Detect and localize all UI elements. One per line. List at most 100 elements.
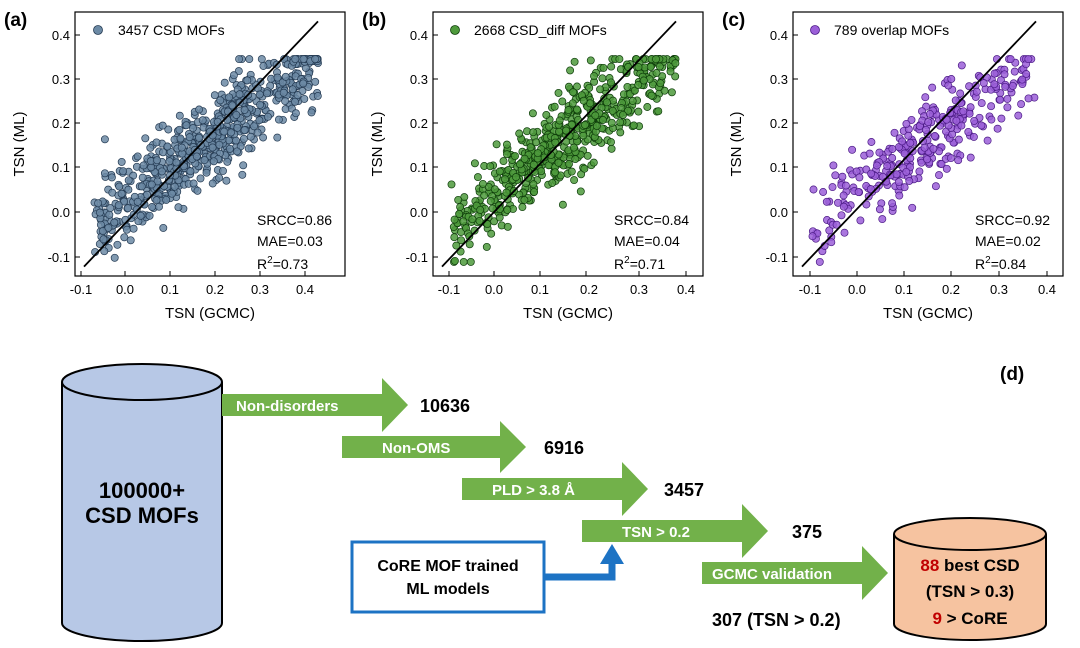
core-model-box: CoRE MOF trained ML models	[350, 540, 546, 614]
scatter-point	[1022, 70, 1031, 78]
scatter-point	[229, 71, 238, 80]
x-tick-label-c-0: -0.1	[799, 282, 821, 297]
scatter-point	[906, 139, 915, 147]
scatter-point	[175, 125, 184, 134]
scatter-point	[827, 238, 836, 247]
scatter-point	[233, 147, 241, 156]
step-arrow-3-shape	[462, 462, 648, 516]
identity-line-b	[441, 20, 677, 268]
scatter-point	[866, 185, 875, 194]
legend-marker-b	[450, 25, 460, 35]
scatter-point	[162, 195, 171, 204]
scatter-point	[470, 159, 479, 168]
scatter-point	[1006, 55, 1015, 64]
y-tick-labels-b: -0.1 0.0 0.1 0.2 0.3 0.4	[406, 28, 428, 265]
scatter-point	[520, 196, 529, 204]
scatter-point	[558, 200, 567, 209]
legend-text-a: 3457 CSD MOFs	[118, 22, 225, 38]
scatter-point	[667, 88, 676, 97]
scatter-point	[822, 197, 831, 206]
step-arrow-1: Non-disorders 10636	[222, 378, 470, 432]
r2-c: R2=0.84	[975, 255, 1026, 272]
scatter-point	[839, 202, 848, 211]
x-tick-label-a-5: 0.4	[296, 282, 314, 297]
y-tick-label-b-0: -0.1	[406, 250, 428, 265]
scatter-point	[571, 155, 580, 164]
result-cylinder-top	[893, 517, 1047, 551]
scatter-point	[447, 180, 456, 189]
scatter-point	[459, 257, 468, 266]
x-tick-labels-b: -0.1 0.0 0.1 0.2 0.3 0.4	[438, 282, 695, 297]
x-tick-label-a-4: 0.3	[251, 282, 269, 297]
scatter-point	[815, 257, 824, 266]
scatter-point	[586, 56, 595, 65]
scatter-point	[163, 142, 172, 151]
y-axis-label-c: TSN (ML)	[728, 112, 745, 177]
scatter-point	[120, 233, 129, 242]
scatter-point	[239, 161, 248, 170]
identity-line-c	[801, 20, 1037, 268]
scatter-point	[579, 131, 588, 140]
scatter-point	[529, 180, 538, 189]
scatter-point	[120, 197, 129, 206]
scatter-point	[450, 215, 459, 224]
step-arrow-3: PLD > 3.8 Å 3457	[462, 462, 704, 516]
y-tick-label-b-5: 0.4	[410, 28, 428, 43]
scatter-point	[470, 226, 479, 235]
scatter-point	[947, 75, 956, 83]
scatter-point	[573, 82, 581, 91]
scatter-point	[564, 106, 573, 115]
scatter-point	[946, 154, 955, 163]
scatter-point	[883, 162, 892, 170]
scatter-point	[138, 173, 147, 182]
scatter-point	[288, 85, 297, 94]
scatter-point	[654, 107, 663, 116]
ticks-b	[433, 34, 687, 276]
scatter-point	[480, 191, 489, 200]
y-tick-labels-c: -0.1 0.0 0.1 0.2 0.3 0.4	[766, 28, 788, 265]
scatter-point	[928, 83, 937, 92]
scatter-point	[299, 55, 308, 64]
scatter-point	[585, 83, 594, 92]
scatter-point	[551, 168, 560, 177]
scatter-point	[239, 134, 248, 143]
scatter-point	[512, 173, 520, 182]
result-line3-num: 9	[932, 609, 941, 628]
scatter-point	[671, 72, 680, 81]
r2-a: R2=0.73	[257, 255, 308, 272]
scatter-point	[819, 188, 828, 196]
scatter-point	[293, 91, 302, 100]
scatter-point	[291, 109, 300, 118]
scatter-point	[257, 55, 266, 64]
scatter-point	[634, 107, 643, 116]
scatter-point	[997, 114, 1006, 123]
x-axis-label-b: TSN (GCMC)	[523, 305, 613, 322]
legend-text-b: 2668 CSD_diff MOFs	[474, 22, 607, 38]
scatter-point	[140, 200, 149, 209]
scatter-point	[106, 204, 115, 213]
scatter-point	[104, 223, 113, 232]
scatter-point	[233, 123, 242, 132]
scatter-point	[608, 106, 617, 115]
scatter-point	[948, 130, 957, 139]
step-arrow-5: GCMC validation 307 (TSN > 0.2)	[702, 546, 888, 630]
scatter-point	[615, 55, 624, 64]
scatter-point	[1010, 67, 1019, 76]
scatter-point	[235, 55, 244, 64]
scatter-point	[865, 149, 874, 158]
scatter-point	[875, 148, 884, 157]
scatter-point	[972, 87, 981, 96]
scatter-point	[175, 111, 184, 120]
x-tick-label-c-4: 0.3	[990, 282, 1008, 297]
scatter-point	[177, 143, 186, 152]
scatter-point	[957, 61, 966, 70]
result-line1-text: best CSD	[939, 556, 1019, 575]
scatter-point	[922, 125, 930, 134]
scatter-point	[1000, 70, 1009, 79]
y-tick-label-b-1: 0.0	[410, 205, 428, 220]
scatter-point	[174, 203, 183, 212]
scatter-point	[192, 152, 201, 161]
scatter-point	[942, 164, 951, 173]
scatter-point	[905, 177, 914, 185]
